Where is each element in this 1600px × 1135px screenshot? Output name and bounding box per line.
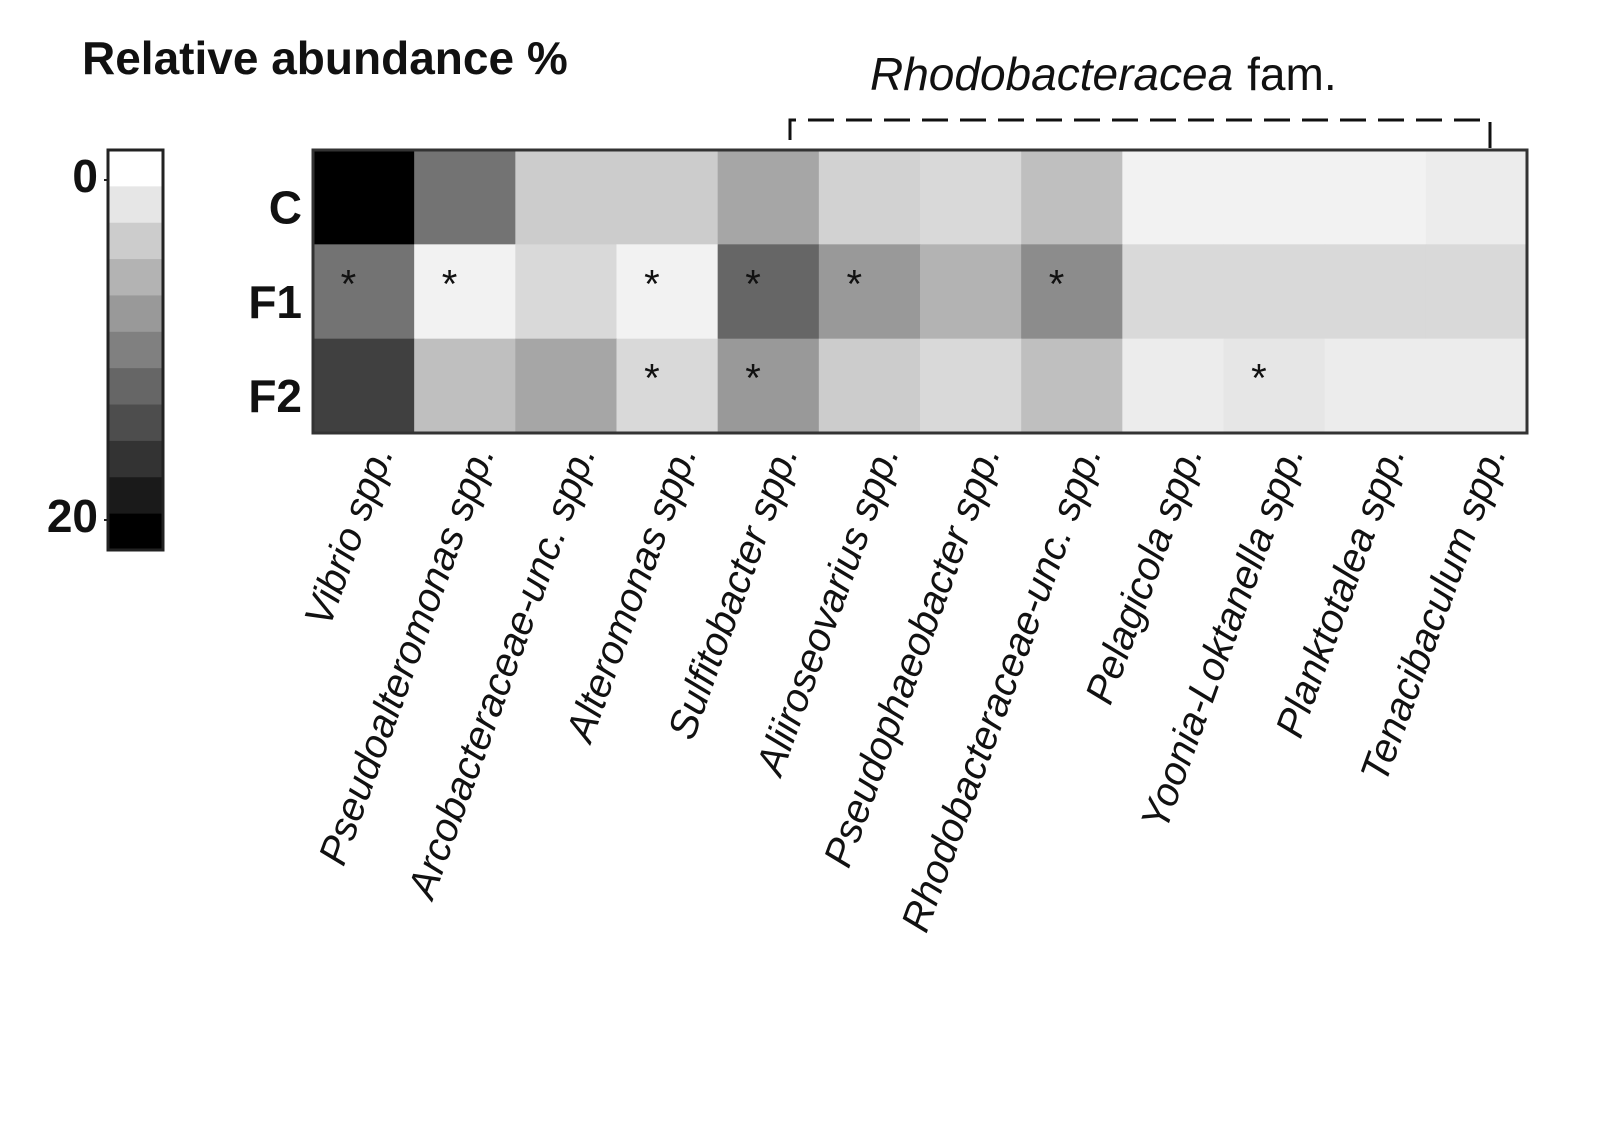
significance-star: * <box>442 262 458 306</box>
colorbar-step <box>108 295 163 333</box>
heatmap-cell <box>1122 338 1224 434</box>
heatmap-cell <box>1324 244 1427 340</box>
colorbar-border <box>106 148 165 552</box>
heatmap-cell <box>818 338 921 434</box>
colorbar-step <box>108 331 163 369</box>
colorbar-step <box>108 440 163 478</box>
heatmap-cell <box>920 244 1022 340</box>
heatmap-cell <box>1021 338 1123 434</box>
heatmap-cell <box>515 150 617 245</box>
heatmap-cell <box>818 244 921 340</box>
bracket <box>788 118 1492 150</box>
heatmap-cell <box>414 338 516 434</box>
heatmap-cell <box>616 150 719 245</box>
significance-star: * <box>846 262 862 306</box>
colorbar-step <box>108 150 163 187</box>
colorbar-tick-label: 0 <box>72 150 98 202</box>
row-label: F1 <box>248 276 302 328</box>
heatmap-border <box>311 148 1529 435</box>
significance-star: * <box>745 357 761 401</box>
heatmap-cell <box>414 244 516 340</box>
colorbar-step <box>108 186 163 224</box>
significance-star: * <box>1251 357 1267 401</box>
column-label: Rhodobacteraceae-unc. spp. <box>893 440 1110 938</box>
column-label: Arcobacteraceae-unc. spp. <box>399 440 605 906</box>
row-label: C <box>269 181 302 233</box>
significance-star: * <box>644 262 660 306</box>
column-label: Vibrio spp. <box>296 440 402 632</box>
colorbar-step <box>108 404 163 442</box>
heatmap-cell <box>1021 244 1123 340</box>
heatmap-cell <box>1122 244 1224 340</box>
heatmap-cell <box>717 244 820 340</box>
colorbar-step <box>108 259 163 296</box>
heatmap-cell <box>1021 150 1123 245</box>
heatmap-cell <box>1324 150 1427 245</box>
colorbar-step <box>108 368 163 406</box>
heatmap-cell <box>1223 338 1326 434</box>
significance-star: * <box>644 357 660 401</box>
colorbar-step <box>108 477 163 515</box>
heatmap-cell <box>313 338 415 434</box>
heatmap-cell <box>1425 244 1528 340</box>
heatmap-cell <box>515 338 617 434</box>
significance-star: * <box>341 262 357 306</box>
bracket-label-text: fam. <box>1247 48 1336 100</box>
heatmap-cell <box>616 244 719 340</box>
heatmap-cell <box>414 150 516 245</box>
heatmap-cell <box>313 150 415 245</box>
heatmap-cell <box>717 150 820 245</box>
heatmap-cell <box>1122 150 1224 245</box>
row-label: F2 <box>248 370 302 422</box>
colorbar-tick-label: 20 <box>47 490 98 542</box>
heatmap-cell <box>313 244 415 340</box>
heatmap-cell <box>616 338 719 434</box>
heatmap-cell <box>1223 244 1326 340</box>
heatmap-cell <box>1425 338 1528 434</box>
heatmap-cell <box>717 338 820 434</box>
bracket-label-italic: Rhodobacteracea <box>870 48 1233 100</box>
heatmap-cell <box>920 150 1022 245</box>
colorbar-step <box>108 513 163 551</box>
heatmap-cell <box>1324 338 1427 434</box>
heatmap-cell <box>1223 150 1326 245</box>
heatmap-cell <box>920 338 1022 434</box>
chart-title: Relative abundance % <box>82 32 568 84</box>
bracket-label: Rhodobacteracea fam. <box>870 48 1337 100</box>
heatmap-cell <box>515 244 617 340</box>
heatmap-cell <box>818 150 921 245</box>
heatmap-cell <box>1425 150 1528 245</box>
colorbar-step <box>108 222 163 260</box>
significance-star: * <box>1049 262 1065 306</box>
significance-star: * <box>745 262 761 306</box>
